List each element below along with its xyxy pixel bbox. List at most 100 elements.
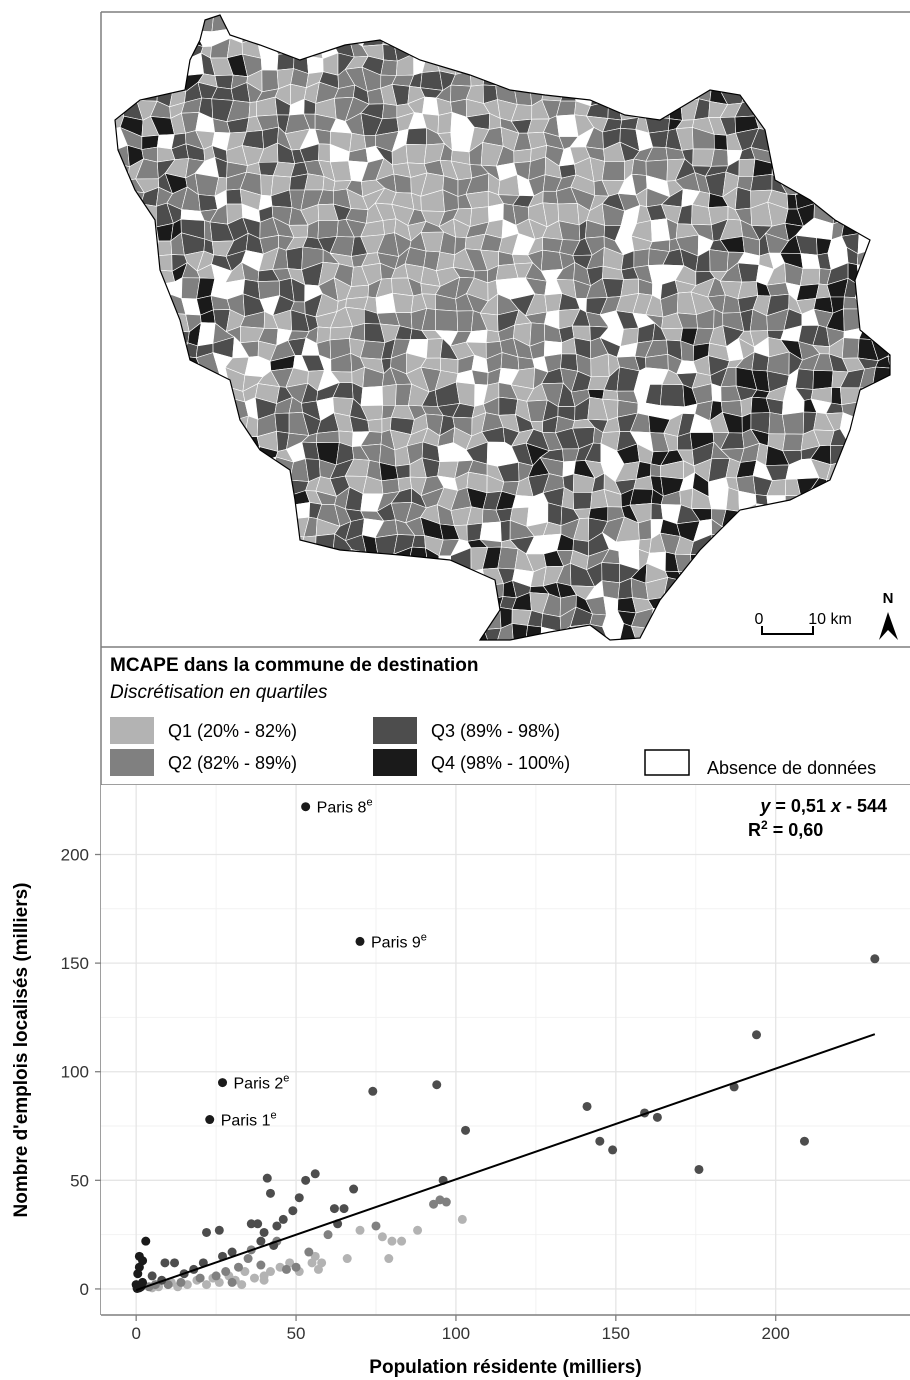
point (288, 1206, 298, 1216)
commune (631, 158, 647, 176)
commune (361, 613, 383, 631)
commune (737, 24, 757, 40)
x-tick-label: 100 (442, 1324, 470, 1343)
commune (319, 628, 337, 640)
commune (884, 451, 890, 461)
commune (425, 592, 444, 617)
commune (725, 536, 746, 553)
commune (885, 111, 890, 137)
commune (529, 41, 551, 58)
commune (846, 104, 864, 120)
commune (814, 580, 834, 601)
commune (258, 456, 277, 477)
commune (694, 636, 709, 640)
commune (213, 510, 235, 524)
commune (818, 81, 834, 106)
scatter-plot: 0 50 100 150 200 0 50 100 150 200 Population résid… (11, 785, 910, 1378)
commune (261, 501, 277, 526)
commune (124, 625, 141, 640)
commune (149, 627, 175, 640)
commune (735, 52, 756, 76)
commune (115, 236, 130, 254)
point (339, 1204, 349, 1214)
commune (824, 504, 850, 521)
commune (165, 354, 189, 377)
commune (800, 253, 821, 269)
commune (437, 555, 452, 572)
y-tick-label: 0 (80, 1280, 89, 1299)
commune (245, 594, 261, 618)
commune (165, 580, 187, 598)
commune (797, 126, 816, 148)
commune (722, 626, 741, 640)
commune (737, 627, 760, 640)
commune (115, 402, 130, 417)
commune (115, 219, 130, 240)
commune (873, 208, 887, 227)
commune (319, 577, 337, 598)
legend-swatch (373, 749, 417, 776)
commune (705, 596, 726, 615)
commune (840, 131, 860, 145)
commune (289, 547, 306, 568)
commune (812, 21, 834, 47)
commune (195, 397, 217, 418)
commune (121, 86, 138, 107)
commune (857, 534, 877, 556)
commune (528, 30, 550, 48)
commune (210, 478, 236, 490)
commune (382, 218, 397, 235)
commune (195, 458, 220, 481)
commune (183, 563, 205, 587)
commune (260, 487, 280, 506)
commune (210, 487, 235, 513)
point (259, 1227, 269, 1237)
commune (302, 596, 321, 617)
commune (319, 615, 337, 632)
commune (437, 610, 457, 628)
commune (810, 15, 835, 29)
point (435, 1195, 445, 1205)
commune (901, 210, 910, 224)
scale-label: 10 km (808, 611, 852, 628)
commune (783, 37, 805, 59)
commune (854, 285, 878, 298)
commune (151, 354, 169, 377)
commune (115, 144, 130, 168)
commune (170, 607, 187, 629)
commune (256, 27, 274, 44)
commune (859, 115, 880, 135)
commune (528, 15, 547, 33)
commune (153, 337, 170, 361)
commune (750, 173, 773, 192)
commune (889, 535, 890, 554)
map-communes (115, 15, 910, 640)
commune (829, 67, 848, 89)
point (342, 1254, 352, 1264)
commune (115, 24, 130, 45)
commune (198, 413, 217, 434)
commune (182, 532, 205, 557)
commune (122, 548, 145, 571)
commune (779, 164, 804, 183)
commune (156, 328, 170, 347)
commune (560, 89, 577, 102)
commune (275, 621, 292, 640)
commune (845, 518, 865, 536)
commune (150, 427, 175, 453)
commune (487, 203, 504, 223)
point (211, 1271, 221, 1281)
commune (616, 37, 639, 58)
commune (663, 67, 679, 85)
commune (873, 100, 890, 117)
commune (153, 476, 169, 493)
commune (157, 503, 174, 527)
commune (126, 74, 138, 88)
commune (905, 238, 910, 256)
commune (781, 411, 805, 435)
commune (574, 68, 596, 91)
point (799, 1136, 809, 1146)
commune (856, 488, 873, 513)
commune (794, 175, 820, 196)
commune (545, 23, 565, 48)
